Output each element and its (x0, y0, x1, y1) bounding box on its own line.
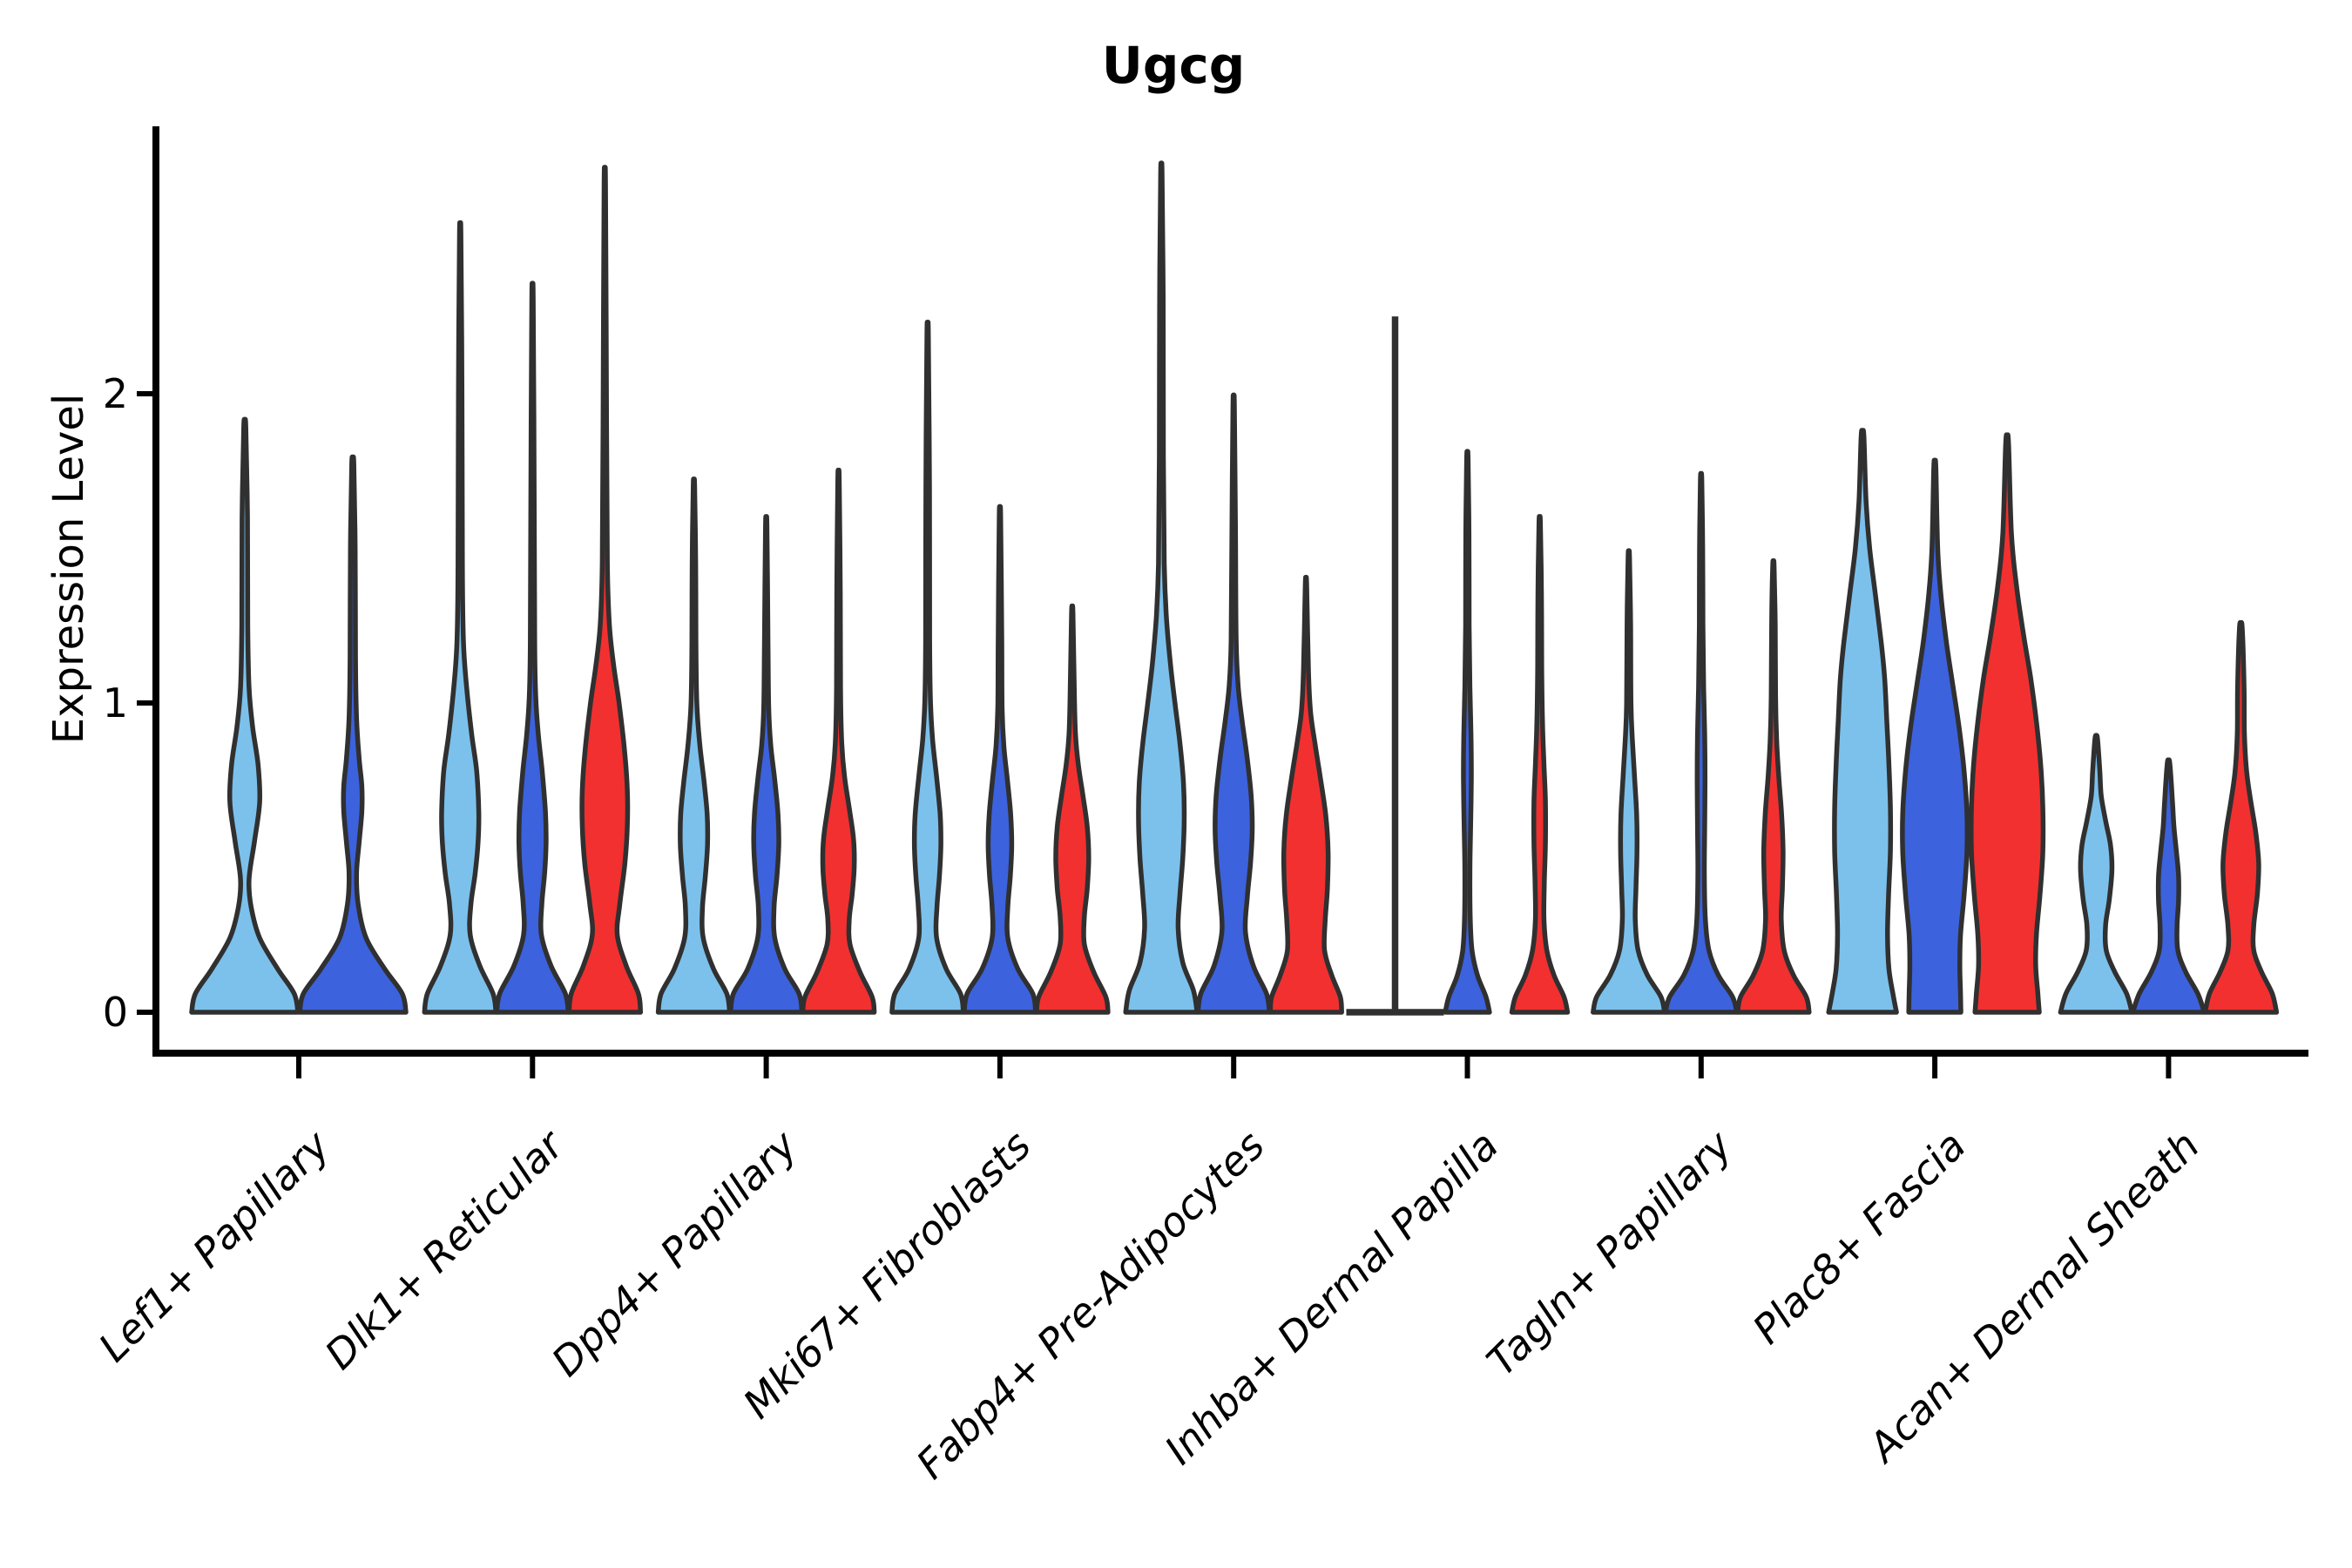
x-tick-label-2: Dpp4+ Papillary (543, 1121, 807, 1385)
violin-red-2 (800, 467, 877, 1015)
violin-dark-blue-3 (962, 504, 1038, 1015)
violin-light-blue-5 (1346, 316, 1444, 1016)
y-axis-label: Expression Level (44, 394, 93, 745)
violin-light-blue-2 (655, 476, 733, 1015)
violin-dark-blue-7 (1900, 457, 1970, 1015)
violin-red-7 (1969, 432, 2046, 1015)
x-tick-label-7: Plac8+ Fascia (1743, 1122, 1974, 1353)
axes-group (137, 126, 2308, 1078)
violin-red-5 (1509, 514, 1571, 1015)
x-tick-label-1: Dlk1+ Reticular (315, 1119, 574, 1378)
violin-dark-blue-1 (494, 280, 571, 1015)
violin-light-blue-1 (422, 220, 499, 1015)
violin-dark-blue-2 (727, 514, 805, 1015)
violin-red-1 (566, 165, 644, 1015)
x-tick-label-6: Tagln+ Papillary (1477, 1121, 1741, 1385)
x-tick-label-0: Lef1+ Papillary (90, 1121, 339, 1370)
violin-red-8 (2202, 619, 2280, 1015)
violin-light-blue-3 (889, 320, 966, 1015)
violin-red-6 (1735, 558, 1812, 1015)
violin-dark-blue-8 (2130, 757, 2207, 1015)
violin-light-blue-7 (1826, 428, 1899, 1015)
violin-light-blue-0 (189, 416, 301, 1015)
violin-dark-blue-0 (297, 454, 409, 1015)
y-tick-label-2: 2 (103, 370, 128, 417)
violin-light-blue-4 (1123, 160, 1200, 1015)
violin-light-blue-6 (1591, 548, 1667, 1015)
violin-dark-blue-4 (1195, 392, 1272, 1015)
violin-series-group (189, 160, 2280, 1016)
violin-dark-blue-5 (1443, 449, 1492, 1015)
y-tick-label-1: 1 (103, 679, 128, 727)
violin-red-4 (1267, 574, 1344, 1015)
violin-red-3 (1034, 603, 1111, 1015)
chart-title: Ugcg (1102, 36, 1246, 95)
y-tick-label-0: 0 (103, 989, 128, 1036)
violin-light-blue-8 (2058, 733, 2135, 1015)
violin-dark-blue-6 (1663, 470, 1740, 1015)
